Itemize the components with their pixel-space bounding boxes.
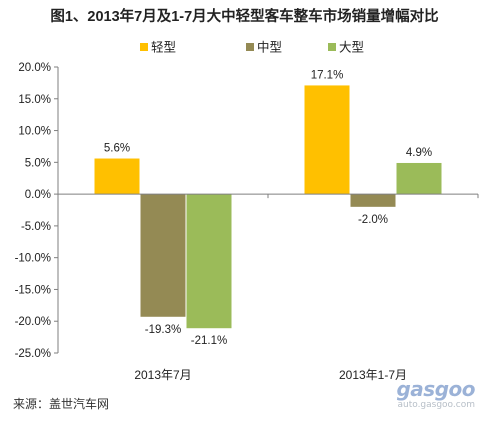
x-category-label-1: 2013年1-7月 bbox=[339, 368, 407, 382]
y-tick-label: 5.0% bbox=[25, 157, 51, 169]
chart-title: 图1、2013年7月及1-7月大中轻型客车整车市场销量增幅对比 bbox=[50, 9, 439, 25]
legend-swatch-2 bbox=[328, 43, 336, 51]
source-note: 来源：盖世汽车网 bbox=[13, 397, 110, 411]
bar-0-2 bbox=[186, 194, 232, 329]
x-axis: 2013年7月 2013年1-7月 bbox=[57, 193, 479, 382]
y-tick-label: 20.0% bbox=[18, 62, 51, 74]
data-label-0-1: -19.3% bbox=[145, 324, 181, 336]
y-tick-label: -5.0% bbox=[21, 221, 51, 233]
legend-label-2: 大型 bbox=[339, 41, 364, 55]
bar-0-1 bbox=[140, 194, 186, 317]
data-label-1-2: 4.9% bbox=[406, 147, 432, 159]
y-tick-label: 15.0% bbox=[18, 94, 51, 106]
legend-label-0: 轻型 bbox=[151, 41, 176, 55]
data-label-0-0: 5.6% bbox=[104, 143, 130, 155]
y-tick-label: -20.0% bbox=[15, 316, 51, 328]
y-tick-label: -15.0% bbox=[15, 284, 51, 296]
watermark-logo: gasgoo auto.gasgoo.com bbox=[395, 378, 475, 410]
watermark-logo-text: gasgoo bbox=[396, 377, 475, 401]
bar-1-0 bbox=[304, 85, 350, 195]
bar-1-2 bbox=[396, 162, 442, 195]
y-tick-label: -10.0% bbox=[15, 253, 51, 265]
bars: 5.6% -19.3% -21.1% 17.1% -2.0% 4.9% bbox=[94, 69, 442, 347]
y-tick-label: 10.0% bbox=[18, 126, 51, 138]
data-label-0-2: -21.1% bbox=[191, 335, 227, 347]
bar-1-1 bbox=[350, 194, 396, 207]
y-tick-label: -25.0% bbox=[15, 348, 51, 360]
legend-swatch-1 bbox=[246, 43, 254, 51]
legend-swatch-0 bbox=[140, 43, 148, 51]
data-label-1-1: -2.0% bbox=[358, 214, 388, 226]
x-category-label-0: 2013年7月 bbox=[134, 368, 191, 382]
legend: 轻型 中型 大型 bbox=[140, 40, 364, 55]
legend-label-1: 中型 bbox=[257, 40, 282, 55]
y-axis: 20.0% 15.0% 10.0% 5.0% 0.0% -5.0% -10.0% -15.0%… bbox=[15, 62, 59, 360]
watermark-url: auto.gasgoo.com bbox=[397, 400, 475, 410]
y-tick-label: 0.0% bbox=[25, 189, 51, 201]
data-label-1-0: 17.1% bbox=[311, 69, 344, 81]
bar-0-0 bbox=[94, 158, 140, 195]
